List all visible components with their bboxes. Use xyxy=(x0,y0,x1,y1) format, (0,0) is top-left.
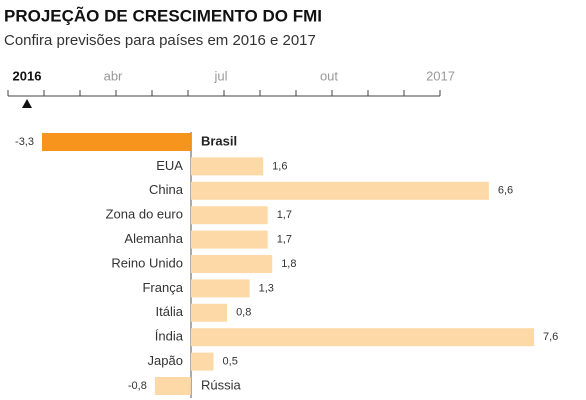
bar xyxy=(190,279,250,298)
value-label: 0,5 xyxy=(223,356,238,368)
category-label: Brasil xyxy=(201,133,237,148)
bar xyxy=(190,206,268,225)
category-label: Reino Unido xyxy=(111,255,183,270)
category-label: China xyxy=(149,182,184,197)
value-label: 1,8 xyxy=(281,258,296,270)
timeline-label: jul xyxy=(213,68,227,83)
value-label: 1,6 xyxy=(272,160,287,172)
chart-subtitle: Confira previsões para países em 2016 e … xyxy=(4,32,316,49)
bar xyxy=(190,328,534,347)
bar xyxy=(190,352,214,371)
timeline-handle[interactable] xyxy=(22,99,32,108)
value-label: 1,7 xyxy=(277,209,292,221)
category-label: Zona do euro xyxy=(106,207,183,222)
bar xyxy=(190,255,273,273)
bar xyxy=(190,181,489,200)
category-label: Rússia xyxy=(201,377,242,392)
category-label: Japão xyxy=(148,353,183,368)
timeline-slider[interactable]: 2016 abr jul out 2017 xyxy=(7,68,455,108)
category-label: Índia xyxy=(155,329,184,344)
value-label: 7,6 xyxy=(543,331,558,343)
value-label: 0,8 xyxy=(236,307,251,319)
value-label: -3,3 xyxy=(15,136,34,148)
timeline-label: abr xyxy=(104,68,123,83)
category-label: França xyxy=(142,280,183,295)
bar xyxy=(190,303,228,322)
bar xyxy=(190,157,264,176)
category-label: Alemanha xyxy=(124,231,183,246)
timeline-label: 2016 xyxy=(13,68,42,83)
bar xyxy=(154,377,191,395)
chart-title: PROJEÇÃO DE CRESCIMENTO DO FMI xyxy=(4,5,322,25)
bar xyxy=(190,230,268,249)
value-label: 1,3 xyxy=(259,282,274,294)
value-label: -0,8 xyxy=(128,380,147,392)
timeline-label: out xyxy=(320,68,338,83)
category-label: Itália xyxy=(155,304,183,319)
timeline-label: 2017 xyxy=(426,68,455,83)
bar xyxy=(42,133,191,151)
category-label: EUA xyxy=(156,158,183,173)
value-label: 1,7 xyxy=(277,234,292,246)
value-label: 6,6 xyxy=(498,185,513,197)
